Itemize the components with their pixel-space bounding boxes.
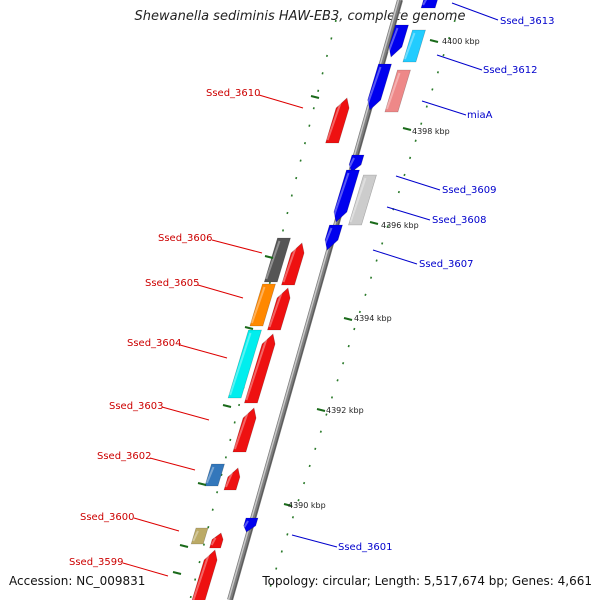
gene-ssed-3610[interactable] — [325, 97, 350, 144]
gene-ssed-3612b[interactable] — [402, 29, 426, 63]
gene-miaa-a-highlight — [366, 66, 382, 106]
gene-ssed-3599[interactable] — [189, 549, 218, 600]
gene-ssed-3600a[interactable] — [190, 527, 209, 545]
tick-label-4400: 4400 kbp — [442, 37, 480, 46]
tick-label-4392: 4392 kbp — [326, 406, 364, 415]
gene-label-ssed-3608[interactable]: Ssed_3608 — [432, 215, 487, 226]
gene-label-ssed-3599[interactable]: Ssed_3599 — [69, 557, 124, 568]
gene-label-ssed-3607[interactable]: Ssed_3607 — [419, 259, 474, 270]
gene-ssed-3609b-highlight — [332, 172, 350, 218]
gene-features — [189, 0, 439, 600]
gene-label-ssed-3601[interactable]: Ssed_3601 — [338, 542, 393, 553]
map-title: Shewanella sediminis HAW-EB3, complete g… — [134, 9, 466, 24]
gene-ssed-3607-highlight — [323, 227, 333, 246]
genome-summary-text: Topology: circular; Length: 5,517,674 bp… — [262, 574, 592, 588]
gene-label-ssed-3610[interactable]: Ssed_3610 — [206, 88, 261, 99]
gene-ssed-3612b-highlight — [403, 32, 416, 60]
label-connectors — [122, 2, 499, 577]
gene-ssed-3603[interactable] — [232, 407, 257, 453]
gene-label-ssed-3602[interactable]: Ssed_3602 — [97, 451, 152, 462]
reverse-gene-labels: Ssed_3610 Ssed_3606 Ssed_3605 Ssed_3604 … — [69, 88, 261, 568]
gene-label-ssed-3612[interactable]: Ssed_3612 — [483, 65, 538, 76]
gene-ssed-3602b[interactable] — [223, 467, 241, 491]
gene-label-ssed-3600[interactable]: Ssed_3600 — [80, 512, 135, 523]
gene-ssed-3609a[interactable] — [348, 154, 365, 173]
tick-label-4390: 4390 kbp — [288, 501, 326, 510]
gene-ssed-3605a[interactable] — [249, 283, 276, 327]
gene-ssed-3600b[interactable] — [209, 532, 224, 549]
gene-ssed-3605b-highlight — [268, 292, 283, 328]
gene-ssed-3606a[interactable] — [263, 237, 291, 283]
dotted-track-lines — [189, 19, 456, 600]
gene-label-ssed-3603[interactable]: Ssed_3603 — [109, 401, 164, 412]
gene-label-ssed-3604[interactable]: Ssed_3604 — [127, 338, 182, 349]
gene-ssed-3607[interactable] — [324, 224, 343, 251]
tick-label-4398: 4398 kbp — [412, 127, 450, 136]
gene-ssed-3608-highlight — [349, 177, 367, 223]
gene-ssed-3602a-highlight — [205, 466, 215, 484]
gene-label-ssed-3606[interactable]: Ssed_3606 — [158, 233, 213, 244]
gene-ssed-3606b-highlight — [282, 247, 297, 283]
gene-ssed-3600a-highlight — [192, 530, 199, 542]
gene-ssed-3613[interactable] — [420, 0, 439, 9]
gene-miaa-b-highlight — [385, 72, 401, 110]
gene-ssed-3604b[interactable] — [243, 333, 276, 404]
gene-ssed-3609b[interactable] — [333, 169, 360, 223]
gene-ssed-3613-highlight — [422, 0, 428, 6]
gene-ssed-3602a[interactable] — [204, 463, 225, 487]
accession-text: Accession: NC_009831 — [9, 574, 146, 588]
gene-label-miaa[interactable]: miaA — [467, 110, 493, 121]
gene-label-ssed-3613[interactable]: Ssed_3613 — [500, 16, 555, 27]
gene-ssed-3600b-highlight — [210, 537, 217, 546]
gene-ssed-3605a-highlight — [250, 286, 266, 324]
gene-ssed-3604a[interactable] — [227, 329, 262, 399]
tick-marks — [172, 39, 439, 575]
gene-ssed-3602b-highlight — [225, 472, 233, 488]
gene-ssed-3606a-highlight — [265, 240, 281, 280]
kbp-scale: 4400 kbp 4398 kbp 4396 kbp 4394 kbp 4392… — [288, 37, 480, 510]
gene-ssed-3599-highlight — [192, 554, 210, 600]
forward-gene-labels: Ssed_3613 Ssed_3612 miaA Ssed_3609 Ssed_… — [338, 16, 555, 553]
gene-ssed-3609a-highlight — [348, 157, 355, 168]
gene-ssed-3610-highlight — [326, 102, 342, 141]
gene-ssed-3601[interactable] — [243, 517, 259, 533]
gene-ssed-3608[interactable] — [348, 174, 377, 226]
gene-label-ssed-3605[interactable]: Ssed_3605 — [145, 278, 200, 289]
gene-ssed-3601-highlight — [243, 520, 249, 528]
tick-label-4394: 4394 kbp — [354, 314, 392, 323]
gene-label-ssed-3609[interactable]: Ssed_3609 — [442, 185, 497, 196]
gene-ssed-3603-highlight — [233, 412, 249, 450]
gene-ssed-3604b-highlight — [245, 338, 268, 401]
gene-ssed-3606b[interactable] — [281, 242, 305, 286]
gene-ssed-3612a-highlight — [387, 27, 399, 53]
tick-label-4396: 4396 kbp — [381, 221, 419, 230]
gene-miaa-a[interactable] — [367, 63, 392, 111]
gene-miaa-b[interactable] — [384, 69, 411, 113]
gene-ssed-3605b[interactable] — [267, 287, 291, 331]
gene-ssed-3612a[interactable] — [388, 24, 409, 58]
gene-ssed-3604a-highlight — [229, 332, 252, 396]
